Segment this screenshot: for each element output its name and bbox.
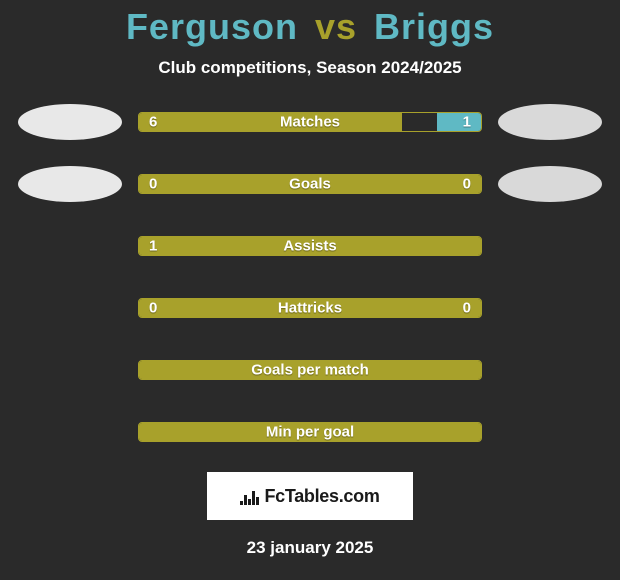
stat-row: Matches 6 1 <box>0 104 620 140</box>
stat-row: Hattricks 0 0 <box>0 290 620 326</box>
title-vs: vs <box>315 6 357 47</box>
stat-value-left: 0 <box>149 300 157 317</box>
page-title: Ferguson vs Briggs <box>0 6 620 48</box>
logo-text: FcTables.com <box>264 486 379 507</box>
stat-label: Min per goal <box>266 424 354 441</box>
stat-row: Goals 0 0 <box>0 166 620 202</box>
player2-avatar <box>498 166 602 202</box>
player1-avatar <box>18 166 122 202</box>
comparison-card: Ferguson vs Briggs Club competitions, Se… <box>0 0 620 580</box>
stat-row: Min per goal <box>0 414 620 450</box>
stat-row: Assists 1 <box>0 228 620 264</box>
stat-bar: Assists 1 <box>138 236 482 256</box>
subtitle: Club competitions, Season 2024/2025 <box>0 58 620 78</box>
player2-avatar <box>498 104 602 140</box>
stats-container: Matches61Goals00Assists1Hattricks00Goals… <box>0 104 620 450</box>
stat-bar: Min per goal <box>138 422 482 442</box>
logo-suffix: Tables.com <box>285 486 380 506</box>
stat-bar: Goals 0 0 <box>138 174 482 194</box>
stat-bar: Matches 6 1 <box>138 112 482 132</box>
stat-value-left: 6 <box>149 114 157 131</box>
stat-value-right: 0 <box>463 176 471 193</box>
title-player1: Ferguson <box>126 6 298 47</box>
stat-label: Assists <box>283 238 336 255</box>
bar-fill-left <box>139 113 402 131</box>
stat-bar: Goals per match <box>138 360 482 380</box>
stat-label: Goals <box>289 176 331 193</box>
bars-icon <box>240 487 260 505</box>
logo-box: FcTables.com <box>207 472 413 520</box>
stat-value-right: 0 <box>463 300 471 317</box>
stat-bar: Hattricks 0 0 <box>138 298 482 318</box>
date-text: 23 january 2025 <box>0 538 620 558</box>
stat-value-left: 1 <box>149 238 157 255</box>
stat-label: Goals per match <box>251 362 369 379</box>
logo-prefix: Fc <box>264 486 284 506</box>
stat-value-left: 0 <box>149 176 157 193</box>
stat-label: Matches <box>280 114 340 131</box>
player1-avatar <box>18 104 122 140</box>
stat-value-right: 1 <box>463 114 471 131</box>
stat-label: Hattricks <box>278 300 342 317</box>
stat-row: Goals per match <box>0 352 620 388</box>
bar-fill-right <box>437 113 481 131</box>
title-player2: Briggs <box>374 6 494 47</box>
